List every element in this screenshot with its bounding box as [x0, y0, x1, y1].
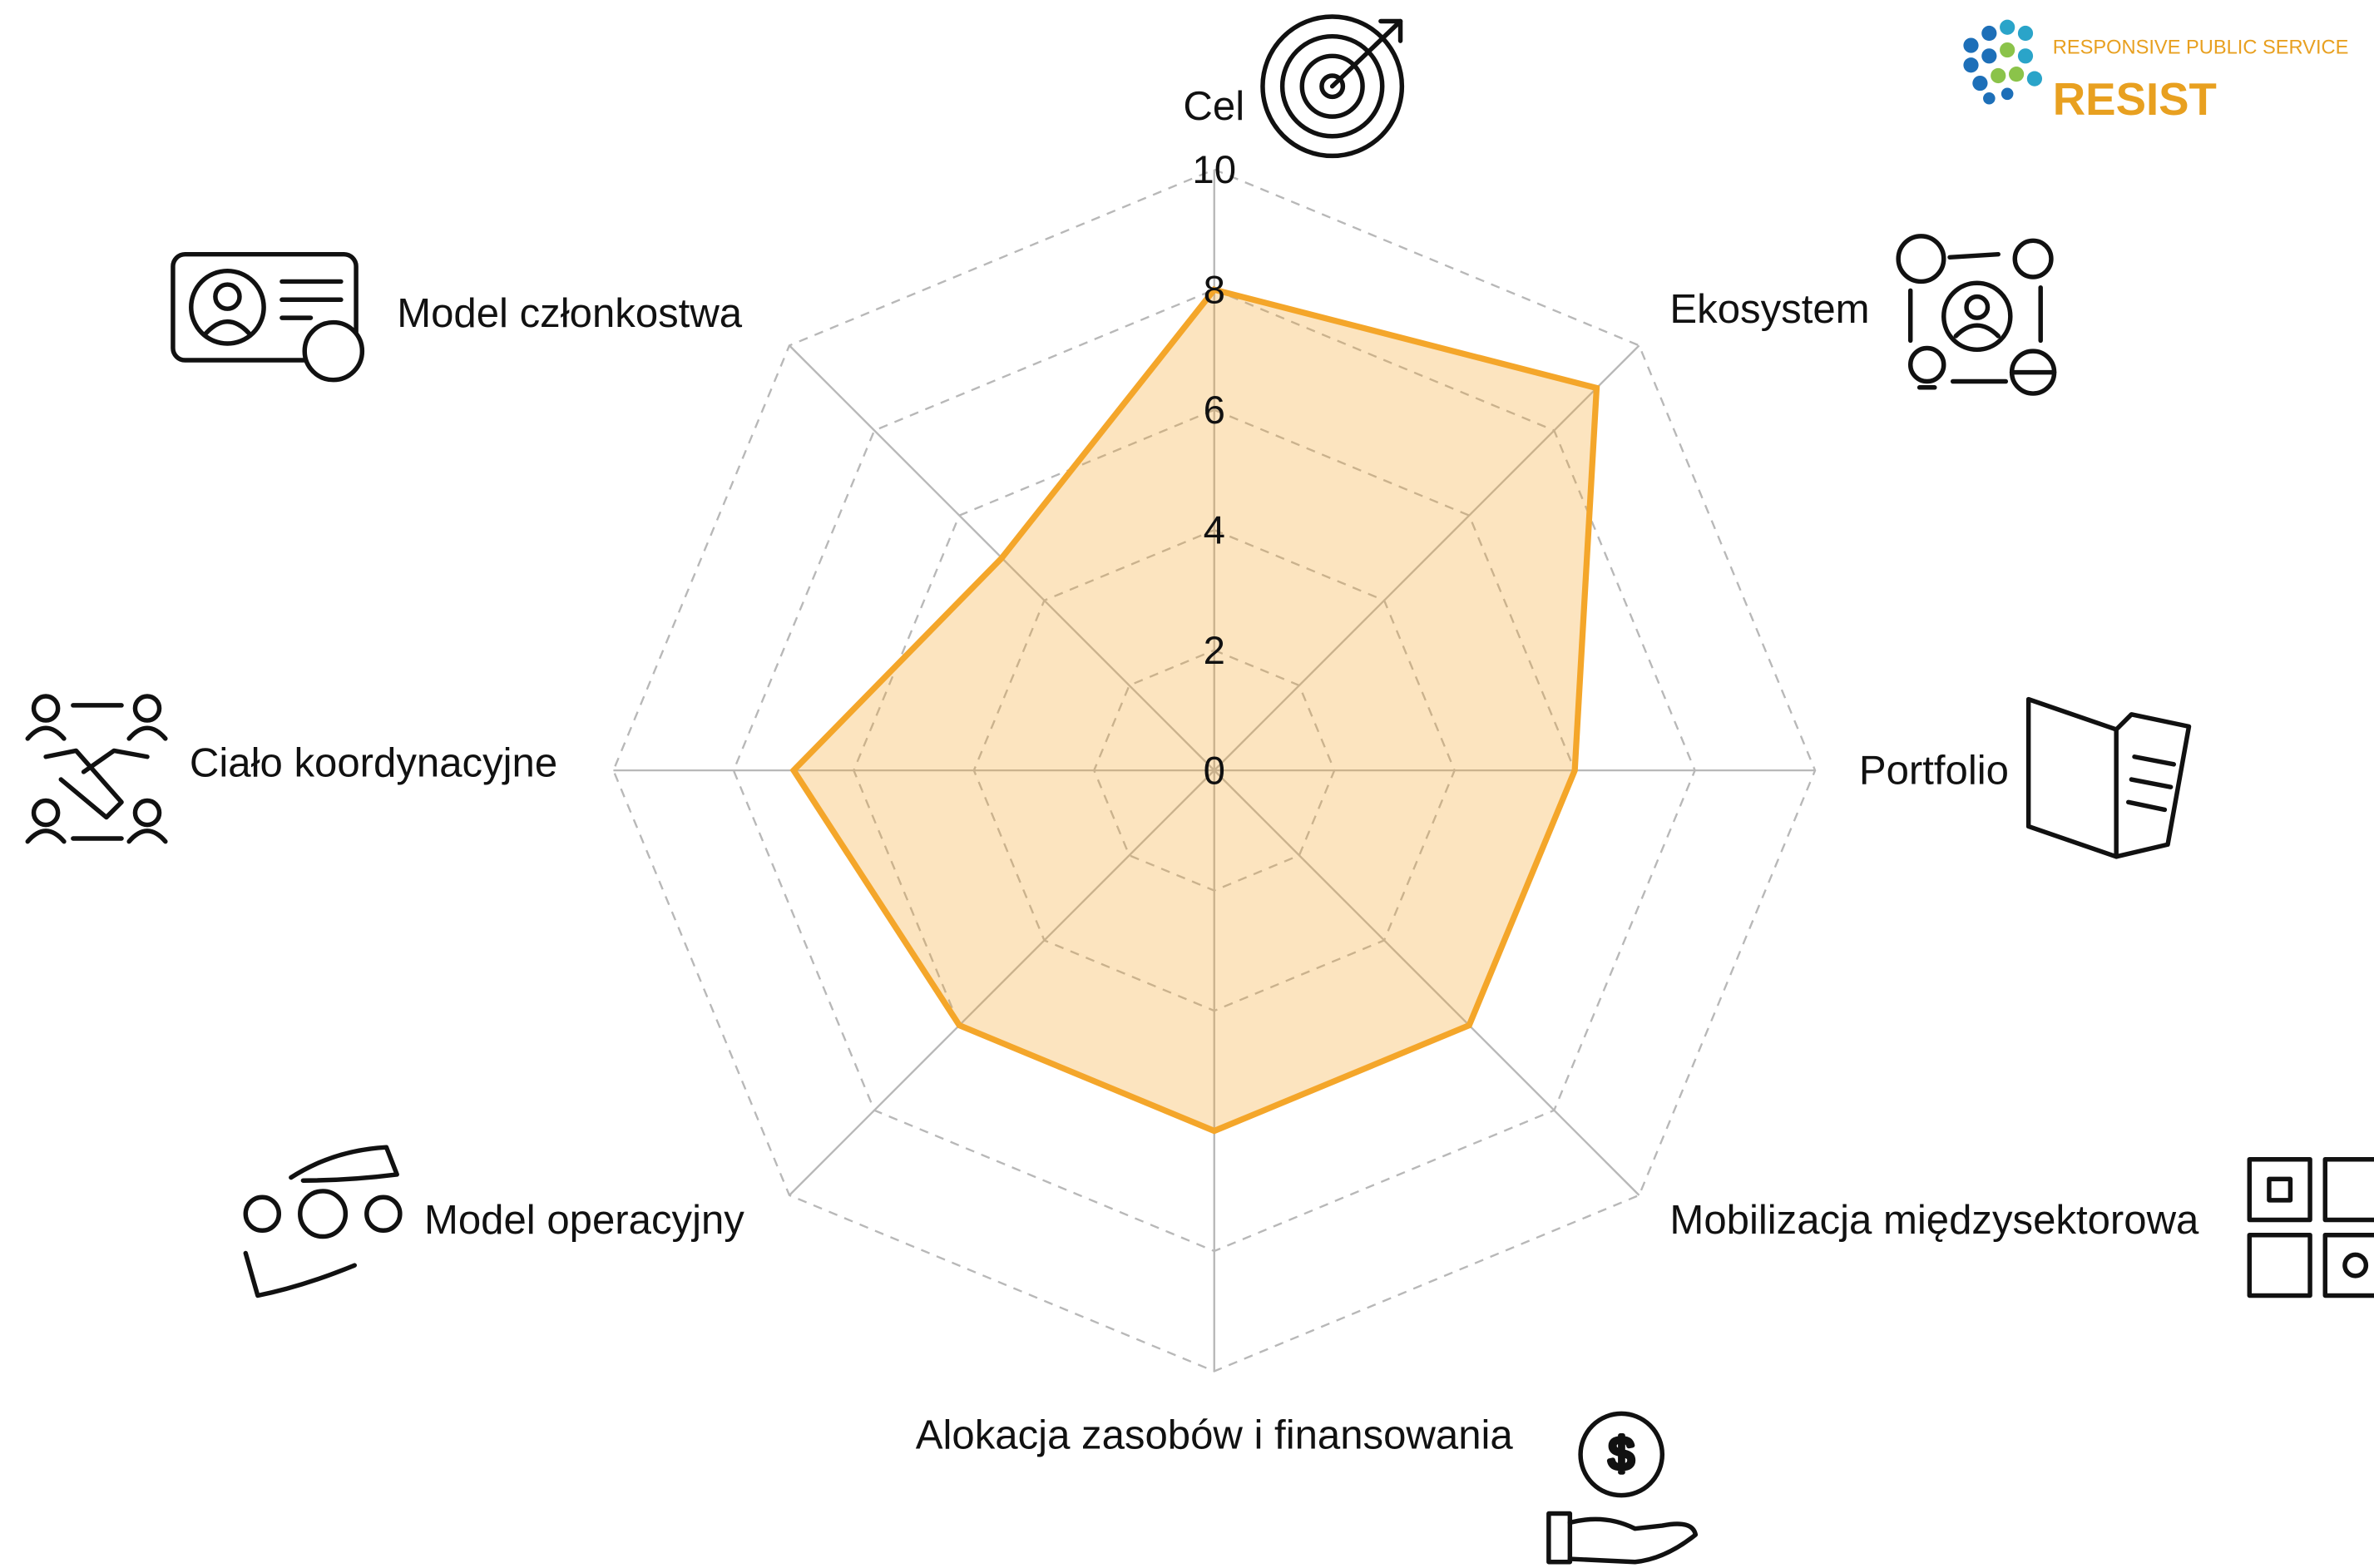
logo: RESPONSIVE PUBLIC SERVICE RESIST — [1963, 19, 2349, 125]
spoke — [1213, 344, 1640, 771]
axis-label: Alokacja zasobów i finansowania — [916, 1412, 1514, 1457]
axis-label: Ciało koordynacyjne — [190, 741, 557, 786]
money-hand-icon: $ — [1546, 1411, 1699, 1565]
handshake-icon — [25, 694, 168, 844]
axis-label: Model operacyjny — [424, 1198, 744, 1243]
r-tick-label: 4 — [1204, 508, 1225, 552]
logo-dots — [1963, 19, 2043, 105]
r-tick-label: 10 — [1192, 148, 1236, 192]
member-card-icon — [171, 251, 365, 383]
spoke — [1213, 769, 1640, 1196]
axis-label: Ekosystem — [1669, 287, 1869, 332]
icons: $ — [25, 14, 2374, 1565]
axis-label: Model członkostwa — [397, 291, 743, 336]
r-tick-label: 8 — [1204, 268, 1225, 312]
ecosystem-icon — [1896, 234, 2057, 396]
axis-label: Cel — [1183, 84, 1244, 129]
gears-hands-icon — [243, 1145, 403, 1298]
r-tick-label: 2 — [1204, 629, 1225, 673]
axis-label: Portfolio — [1859, 749, 2009, 794]
r-tick-label: 6 — [1204, 388, 1225, 433]
logo-name: RESIST — [2053, 74, 2217, 125]
dollar-sign: $ — [1609, 1429, 1634, 1480]
radar-area — [789, 286, 1600, 1135]
axis-label: Mobilizacja międzysektorowa — [1669, 1198, 2199, 1243]
r-tick-label: 0 — [1204, 749, 1225, 793]
logo-tagline: RESPONSIVE PUBLIC SERVICE — [2053, 37, 2349, 58]
grid-icon — [2247, 1157, 2374, 1298]
target-icon — [1260, 14, 1405, 159]
folder-icon — [2025, 696, 2192, 859]
spoke — [789, 769, 1215, 1196]
